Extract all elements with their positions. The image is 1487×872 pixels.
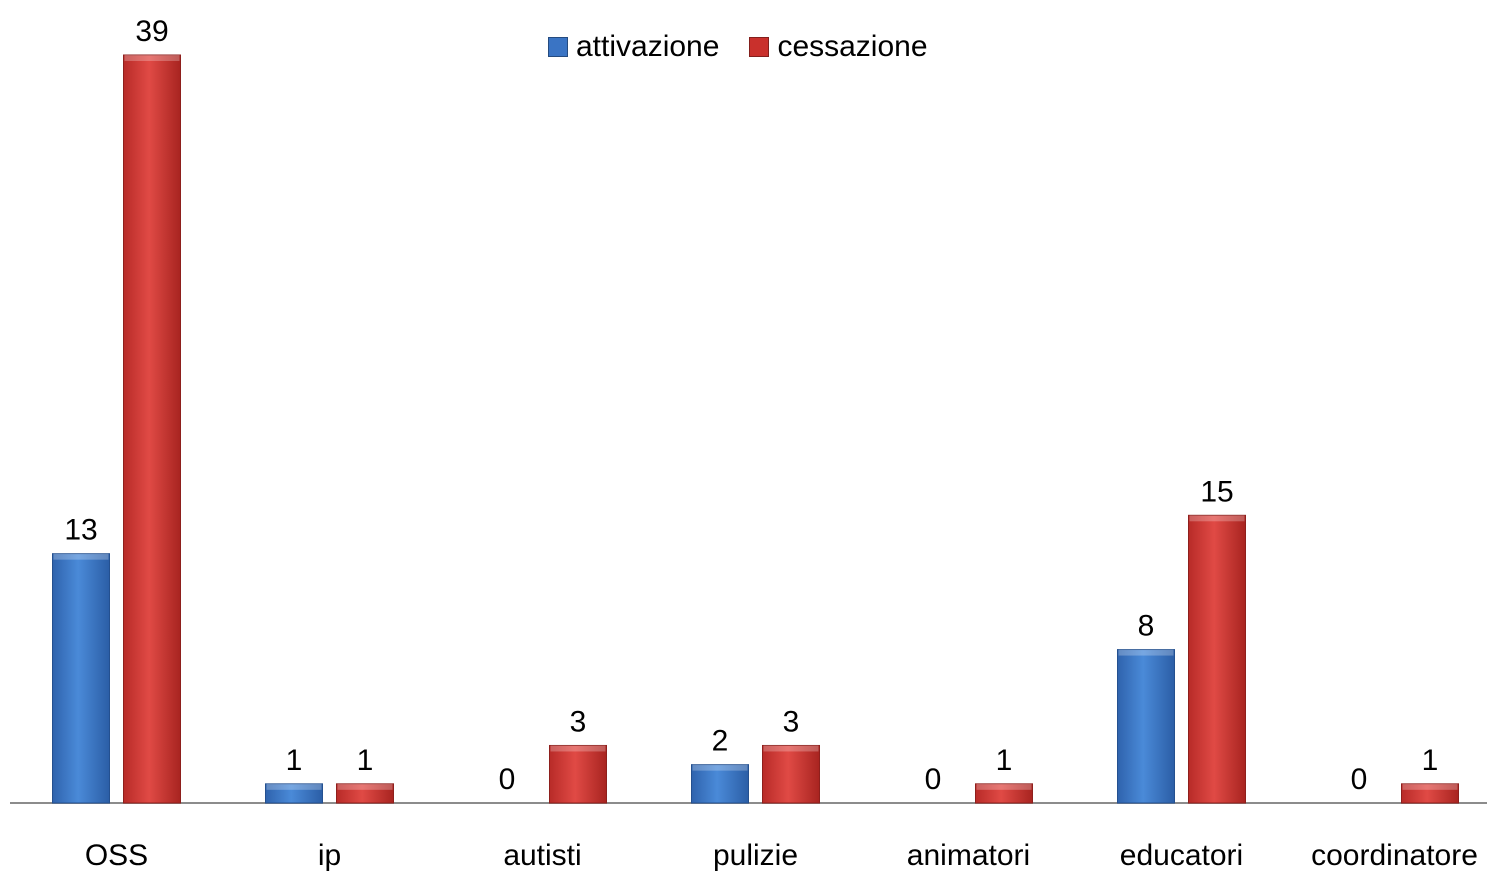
bar-attivazione-ip [265, 783, 323, 804]
data-label-cessazione-pulizie: 3 [783, 705, 800, 738]
bar-attivazione-educatori [1117, 649, 1175, 804]
data-label-attivazione-pulizie: 2 [712, 725, 729, 758]
bar-bevel-attivazione-pulizie [692, 764, 748, 771]
bar-cessazione-coordinatore [1401, 783, 1459, 804]
x-tick-label-ip: ip [318, 839, 341, 872]
x-tick-label-animatori: animatori [907, 839, 1030, 872]
x-tick-label-OSS: OSS [85, 839, 148, 872]
legend-label-cessazione: cessazione [777, 30, 928, 63]
data-label-attivazione-coordinatore: 0 [1351, 763, 1368, 796]
bar-bevel-attivazione-ip [266, 783, 322, 790]
data-label-cessazione-OSS: 39 [135, 15, 168, 48]
x-tick-label-autisti: autisti [503, 839, 581, 872]
data-label-cessazione-ip: 1 [357, 744, 374, 777]
data-label-cessazione-animatori: 1 [996, 744, 1013, 777]
bar-cessazione-autisti [549, 744, 607, 804]
data-label-cessazione-coordinatore: 1 [1422, 744, 1439, 777]
bar-attivazione-OSS [52, 553, 110, 804]
data-label-cessazione-autisti: 3 [570, 705, 587, 738]
bar-cessazione-OSS [123, 54, 181, 804]
data-label-attivazione-autisti: 0 [499, 763, 516, 796]
legend: attivazione cessazione [548, 30, 958, 64]
data-label-attivazione-educatori: 8 [1138, 610, 1155, 643]
bar-cessazione-animatori [975, 783, 1033, 804]
bar-bevel-attivazione-OSS [53, 553, 109, 560]
data-label-attivazione-ip: 1 [286, 744, 303, 777]
legend-swatch-attivazione [548, 37, 568, 57]
data-label-attivazione-animatori: 0 [925, 763, 942, 796]
data-label-attivazione-OSS: 13 [64, 514, 97, 547]
legend-swatch-cessazione [749, 37, 770, 57]
data-label-cessazione-educatori: 15 [1200, 475, 1233, 508]
bar-cessazione-educatori [1188, 514, 1246, 804]
bar-bevel-attivazione-educatori [1118, 649, 1174, 656]
bar-bevel-cessazione-ip [337, 783, 393, 790]
bar-bevel-cessazione-coordinatore [1402, 783, 1458, 790]
x-tick-label-educatori: educatori [1120, 839, 1243, 872]
bar-bevel-cessazione-pulizie [763, 745, 819, 752]
x-tick-label-pulizie: pulizie [713, 839, 798, 872]
bar-bevel-cessazione-educatori [1189, 515, 1245, 522]
legend-label-attivazione: attivazione [576, 30, 720, 63]
legend-item-attivazione: attivazione [548, 30, 719, 64]
bar-cessazione-ip [336, 783, 394, 804]
bar-attivazione-pulizie [691, 764, 749, 804]
x-tick-label-coordinatore: coordinatore [1311, 839, 1478, 872]
bar-bevel-cessazione-autisti [550, 745, 606, 752]
legend-item-cessazione: cessazione [749, 30, 928, 64]
bar-bevel-cessazione-OSS [124, 55, 180, 61]
bar-bevel-cessazione-animatori [976, 783, 1032, 790]
bar-cessazione-pulizie [762, 744, 820, 804]
